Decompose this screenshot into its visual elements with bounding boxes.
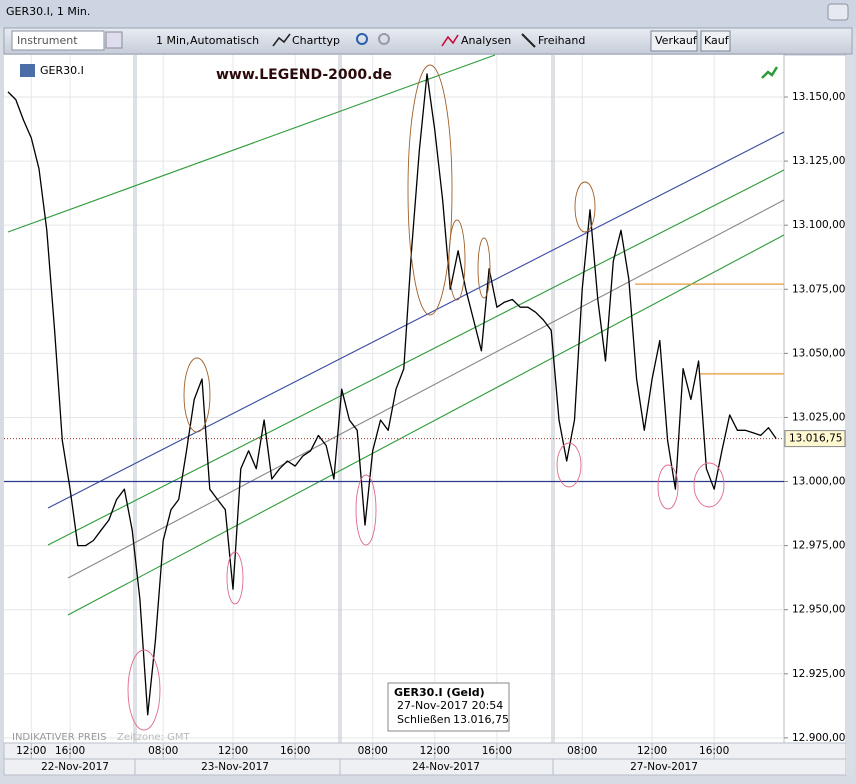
kauf-button[interactable]: [700, 30, 731, 52]
tooltip-time: 27-Nov-2017 20:54: [397, 699, 503, 712]
charttyp-icon: [272, 33, 291, 47]
date-separators: [134, 759, 554, 775]
x-tick-label: 08:00: [358, 745, 388, 757]
title-bar: [0, 0, 856, 28]
y-tick-label: 13.075,00: [792, 283, 845, 295]
x-tick-label: 12:00: [420, 745, 450, 757]
charttyp-button[interactable]: Charttyp: [292, 34, 340, 47]
verkauf-label: Verkauf: [655, 34, 698, 47]
y-tick-label: 13.125,00: [792, 155, 845, 167]
y-tick-label: 12.950,00: [792, 604, 845, 616]
x-tick-label: 12:00: [218, 745, 248, 757]
trend-lines: [7, 54, 785, 616]
tooltip-title: GER30.I (Geld): [394, 686, 485, 699]
y-tick-label: 13.100,00: [792, 219, 845, 231]
session-separators: [133, 55, 555, 743]
date-label: 22-Nov-2017: [41, 761, 109, 773]
x-tick-label: 08:00: [148, 745, 178, 757]
tooltip-label: Schließen: [397, 713, 451, 726]
close-button[interactable]: [827, 3, 849, 21]
y-tick-label: 13.050,00: [792, 347, 845, 359]
y-tick-label: 12.975,00: [792, 540, 845, 552]
symbol[interactable]: GER30.I: [40, 64, 84, 77]
zoom-in-button[interactable]: [356, 33, 368, 45]
date-label: 27-Nov-2017: [630, 761, 698, 773]
instrument-input[interactable]: [11, 30, 105, 51]
last-price-tag: [784, 430, 846, 448]
mode-button[interactable]: Automatisch: [190, 34, 259, 47]
tooltip-value: 13.016,75: [453, 713, 509, 726]
x-tick-label: 16:00: [482, 745, 512, 757]
zoom-out-button[interactable]: [378, 33, 390, 45]
footer-indicative: INDIKATIVER PREIS: [12, 732, 106, 743]
x-tick-label: 08:00: [567, 745, 597, 757]
x-tick-label: 12:00: [16, 745, 46, 757]
date-label: 23-Nov-2017: [201, 761, 269, 773]
y-tick-label: 12.900,00: [792, 732, 845, 744]
trend-icon: [761, 66, 779, 79]
freihand-button[interactable]: Freihand: [538, 34, 585, 47]
y-tick-label: 13.000,00: [792, 476, 845, 488]
analysen-icon: [441, 34, 459, 47]
x-tick-label: 16:00: [280, 745, 310, 757]
x-tick-label: 12:00: [637, 745, 667, 757]
price-line: [7, 73, 777, 716]
y-tick-label: 12.925,00: [792, 668, 845, 680]
analysen-button[interactable]: Analysen: [461, 34, 511, 47]
highlight-ellipses: [127, 64, 725, 731]
window-title: GER30.I, 1 Min.: [6, 5, 90, 18]
watermark: www.LEGEND-2000.de: [216, 67, 392, 83]
date-label: 24-Nov-2017: [412, 761, 480, 773]
instrument-list-button[interactable]: [105, 31, 123, 49]
y-tick-label: 13.150,00: [792, 91, 845, 103]
tooltip: [387, 682, 510, 732]
y-tick-label: 13.025,00: [792, 411, 845, 423]
kauf-label: Kauf: [704, 34, 730, 47]
x-tick-label: 16:00: [699, 745, 729, 757]
x-tick-label: 16:00: [55, 745, 85, 757]
instrument-placeholder: Instrument: [17, 34, 78, 47]
scrollbar: [846, 55, 854, 775]
interval-button[interactable]: 1 Min,: [156, 34, 190, 47]
last-price-label: 13.016,75: [789, 433, 842, 445]
cfd-badge: [20, 64, 35, 77]
freihand-icon: [521, 33, 536, 48]
footer-timezone: Zeitzone: GMT: [117, 732, 190, 743]
verkauf-button[interactable]: [650, 30, 698, 52]
